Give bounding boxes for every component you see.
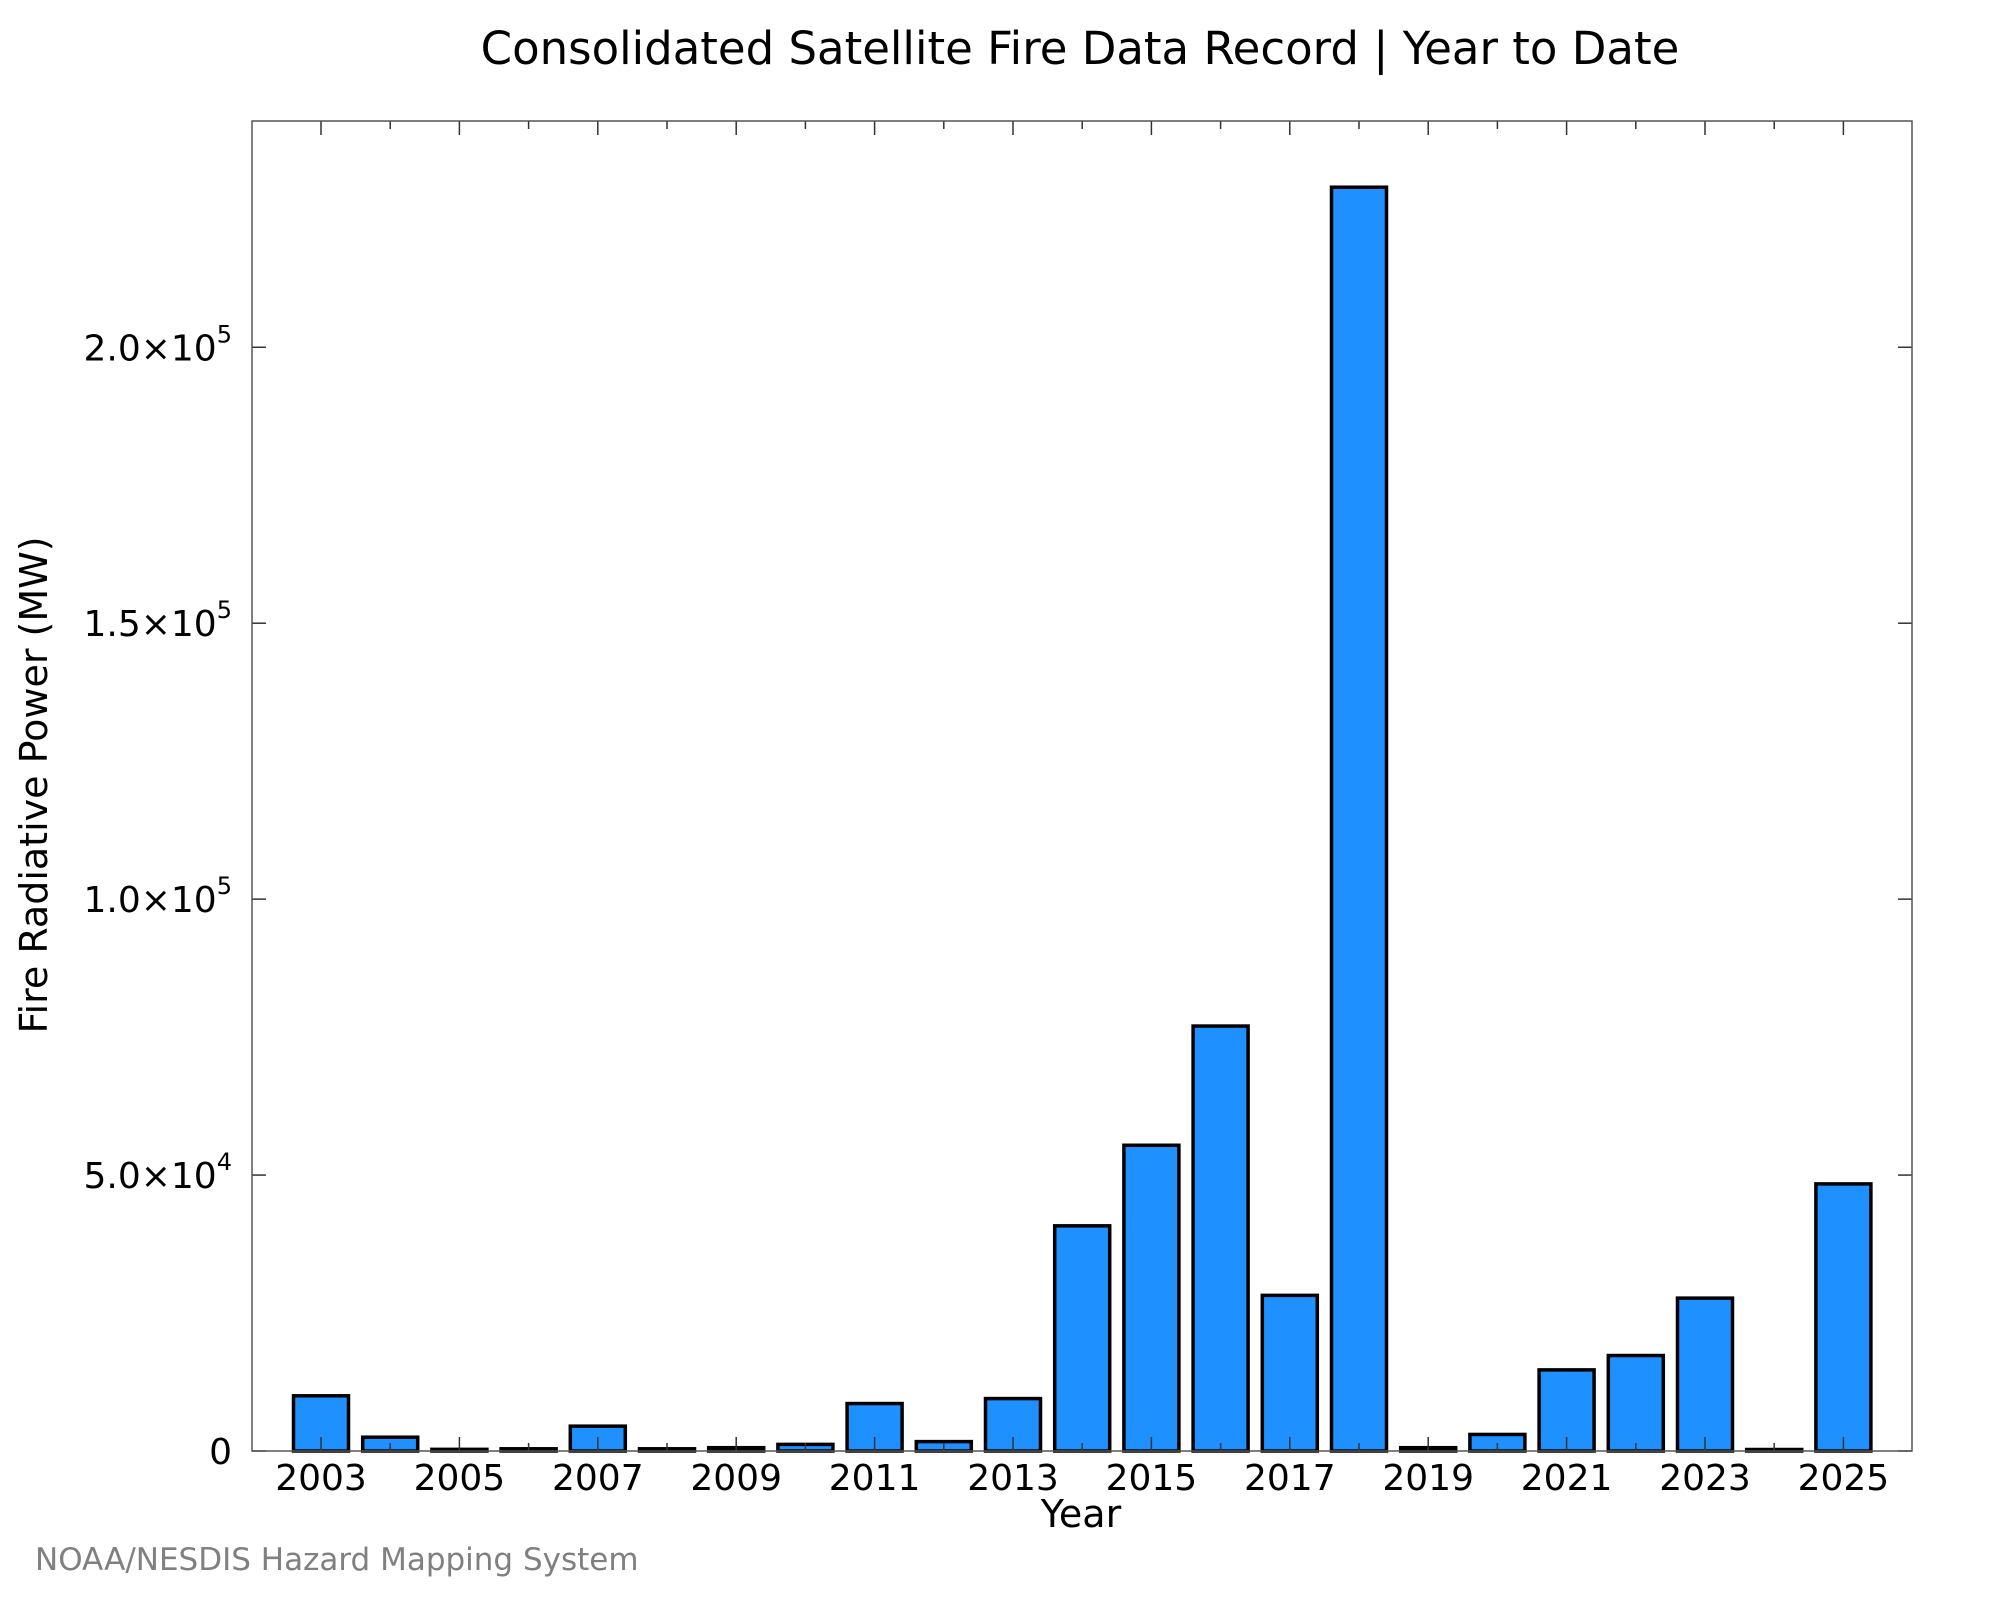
bars-group bbox=[291, 185, 1873, 1453]
x-tick-label-2015: 2015 bbox=[1106, 1458, 1198, 1499]
x-tick-label-2019: 2019 bbox=[1382, 1458, 1474, 1499]
x-tick-label-2009: 2009 bbox=[690, 1458, 782, 1499]
x-tick-label-2003: 2003 bbox=[275, 1458, 367, 1499]
x-tick-label-2013: 2013 bbox=[967, 1458, 1059, 1499]
y-tick-label: 1.0×105 bbox=[83, 872, 232, 921]
y-tick-label: 0 bbox=[209, 1432, 232, 1473]
x-tick-label-2017: 2017 bbox=[1244, 1458, 1336, 1499]
bar-2022 bbox=[1606, 1353, 1666, 1453]
y-axis-ticks: 0 5.0×104 1.0×105 1.5×105 2.0×105 bbox=[83, 320, 1912, 1473]
bar-2017 bbox=[1260, 1293, 1320, 1453]
x-tick-label-2011: 2011 bbox=[829, 1458, 921, 1499]
y-axis-title: Fire Radiative Power (MW) bbox=[12, 536, 56, 1033]
chart-title: Consolidated Satellite Fire Data Record … bbox=[481, 22, 1680, 75]
bar-2025 bbox=[1814, 1182, 1873, 1453]
x-axis-ticks: 2003 2005 2007 2009 2011 2013 2015 2017 2019 2021… bbox=[275, 121, 1889, 1499]
x-tick-label-2023: 2023 bbox=[1659, 1458, 1751, 1499]
x-axis-title: Year bbox=[1040, 1492, 1122, 1536]
y-tick-label: 5.0×104 bbox=[83, 1148, 232, 1197]
credit-text: NOAA/NESDIS Hazard Mapping System bbox=[35, 1542, 639, 1578]
x-tick-label-2025: 2025 bbox=[1798, 1458, 1890, 1499]
x-tick-label-2021: 2021 bbox=[1521, 1458, 1613, 1499]
x-tick-label-2007: 2007 bbox=[552, 1458, 644, 1499]
bar-2014 bbox=[1052, 1224, 1112, 1453]
plot-frame bbox=[251, 120, 1913, 1452]
y-tick-label: 2.0×105 bbox=[83, 320, 232, 369]
bar-2023 bbox=[1675, 1296, 1735, 1453]
y-tick-label: 1.5×105 bbox=[83, 596, 232, 645]
x-tick-label-2005: 2005 bbox=[414, 1458, 506, 1499]
bar-2015 bbox=[1122, 1143, 1181, 1453]
bar-2018 bbox=[1329, 185, 1389, 1453]
bar-2016 bbox=[1191, 1024, 1250, 1453]
